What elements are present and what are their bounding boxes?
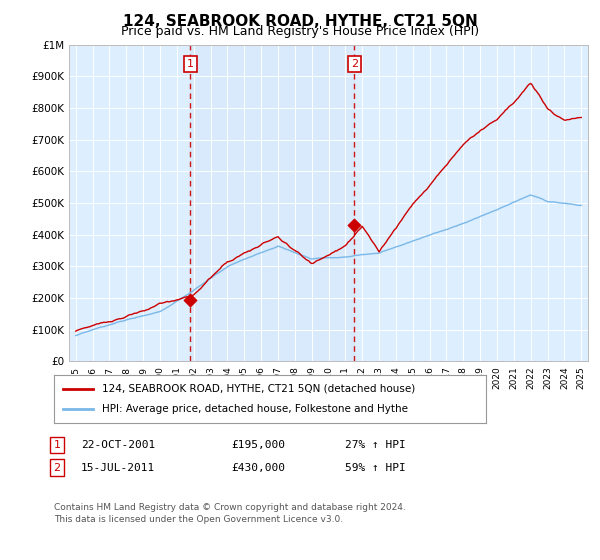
- Point: [185, 295, 195, 304]
- Text: 1: 1: [53, 440, 61, 450]
- Text: £430,000: £430,000: [231, 463, 285, 473]
- Text: 1: 1: [187, 59, 194, 69]
- Text: £195,000: £195,000: [231, 440, 285, 450]
- Text: 2: 2: [351, 59, 358, 69]
- Text: Contains HM Land Registry data © Crown copyright and database right 2024.: Contains HM Land Registry data © Crown c…: [54, 503, 406, 512]
- Text: 59% ↑ HPI: 59% ↑ HPI: [345, 463, 406, 473]
- Text: 22-OCT-2001: 22-OCT-2001: [81, 440, 155, 450]
- Bar: [190, 45, 355, 361]
- Text: This data is licensed under the Open Government Licence v3.0.: This data is licensed under the Open Gov…: [54, 515, 343, 524]
- Text: Price paid vs. HM Land Registry's House Price Index (HPI): Price paid vs. HM Land Registry's House …: [121, 25, 479, 38]
- Point: [350, 221, 359, 230]
- Text: 124, SEABROOK ROAD, HYTHE, CT21 5QN: 124, SEABROOK ROAD, HYTHE, CT21 5QN: [122, 14, 478, 29]
- Text: 27% ↑ HPI: 27% ↑ HPI: [345, 440, 406, 450]
- Text: HPI: Average price, detached house, Folkestone and Hythe: HPI: Average price, detached house, Folk…: [101, 404, 407, 414]
- Text: 2: 2: [53, 463, 61, 473]
- Text: 15-JUL-2011: 15-JUL-2011: [81, 463, 155, 473]
- Text: 124, SEABROOK ROAD, HYTHE, CT21 5QN (detached house): 124, SEABROOK ROAD, HYTHE, CT21 5QN (det…: [101, 384, 415, 394]
